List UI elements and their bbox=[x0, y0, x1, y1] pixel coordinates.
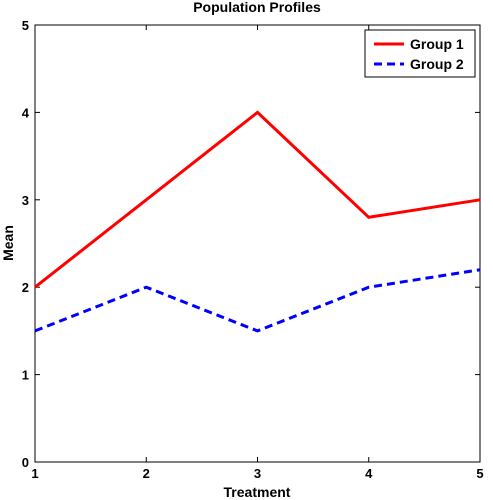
x-tick-label: 5 bbox=[476, 466, 483, 481]
x-tick-label: 3 bbox=[254, 466, 261, 481]
plot-area bbox=[34, 24, 481, 463]
x-tick-label: 1 bbox=[31, 466, 38, 481]
x-axis-label: Treatment bbox=[224, 484, 291, 500]
y-tick-label: 4 bbox=[22, 105, 30, 120]
y-tick-label: 5 bbox=[22, 18, 29, 33]
series-layer bbox=[34, 110, 481, 333]
x-tick-label: 4 bbox=[365, 466, 373, 481]
y-tick-label: 0 bbox=[22, 455, 29, 470]
y-tick-label: 2 bbox=[22, 280, 29, 295]
legend-label-group-2: Group 2 bbox=[410, 56, 464, 72]
y-tick-label: 3 bbox=[22, 193, 29, 208]
legend: Group 1 Group 2 bbox=[364, 29, 476, 78]
series-line-group-1 bbox=[34, 110, 481, 289]
y-axis-label: Mean bbox=[0, 225, 16, 261]
y-tick-label: 1 bbox=[22, 368, 29, 383]
series-line-group-2 bbox=[34, 268, 481, 333]
legend-box bbox=[364, 29, 476, 78]
x-tick-label: 2 bbox=[143, 466, 150, 481]
x-axis-ticks: 1 2 3 4 5 bbox=[31, 25, 484, 481]
y-axis-ticks: 0 1 2 3 4 5 bbox=[22, 18, 480, 470]
legend-label-group-1: Group 1 bbox=[410, 36, 464, 52]
chart-title: Population Profiles bbox=[193, 0, 321, 15]
